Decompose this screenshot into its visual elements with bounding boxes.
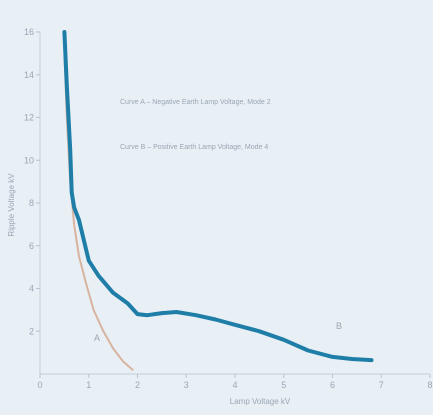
text-layer: Lamp Voltage kV Ripple Voltage kV Curve …: [7, 99, 342, 406]
x-tick-label: 5: [281, 380, 286, 390]
y-tick-label: 16: [24, 27, 34, 37]
series-line-b: [62, 30, 374, 363]
y-tick-label: 2: [29, 326, 34, 336]
x-tick-label: 3: [184, 380, 189, 390]
y-tick-label: 10: [24, 155, 34, 165]
x-axis-title: Lamp Voltage kV: [230, 397, 291, 406]
y-tick-label: 12: [24, 113, 34, 123]
y-tick-label: 8: [29, 198, 34, 208]
curve-label-a: A: [94, 333, 100, 343]
y-tick-label: 6: [29, 241, 34, 251]
y-tick-label: 14: [24, 70, 34, 80]
series-layer: [62, 30, 374, 371]
x-tick-label: 6: [330, 380, 335, 390]
y-axis-title: Ripple Voltage kV: [7, 173, 16, 237]
x-tick-label: 7: [379, 380, 384, 390]
annotation-curve-b: Curve B – Positive Earth Lamp Voltage, M…: [120, 144, 268, 151]
x-tick-label: 2: [135, 380, 140, 390]
annotation-curve-a: Curve A – Negative Earth Lamp Voltage, M…: [120, 99, 271, 106]
x-tick-label: 8: [427, 380, 432, 390]
x-tick-label: 0: [37, 380, 42, 390]
y-tick-label: 4: [29, 284, 34, 294]
curve-label-b: B: [336, 321, 342, 331]
x-tick-label: 4: [232, 380, 237, 390]
x-tick-label: 1: [86, 380, 91, 390]
